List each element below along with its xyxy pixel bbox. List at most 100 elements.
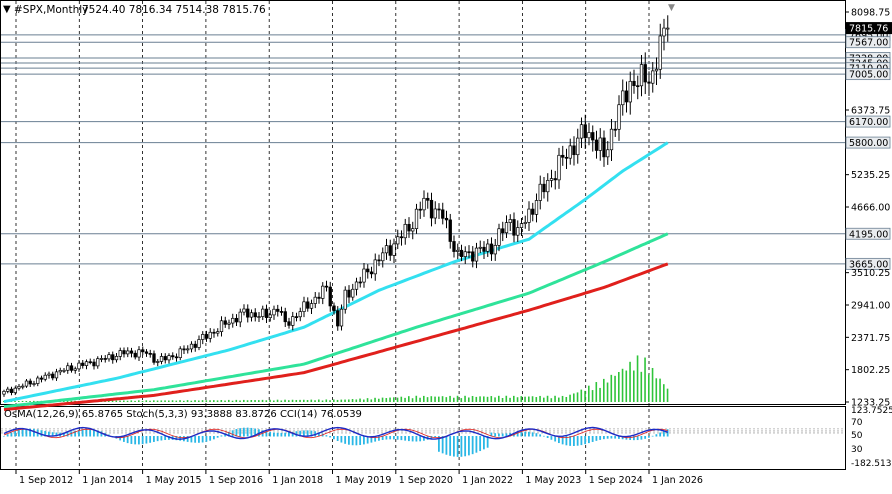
candle-body — [613, 128, 617, 131]
volume-bar — [329, 400, 331, 402]
volume-bar — [269, 399, 271, 402]
candle-body — [276, 308, 280, 312]
osma-bar — [164, 436, 167, 441]
osma-bar — [81, 429, 84, 437]
time-label: 1 Jan 2018 — [272, 475, 323, 486]
volume-bar — [366, 398, 369, 402]
osma-bar — [543, 435, 545, 437]
volume-bar — [291, 399, 294, 402]
candle-body — [497, 228, 501, 246]
candle-body — [182, 348, 186, 351]
candle-body — [152, 353, 156, 363]
volume-bar — [411, 398, 414, 402]
candle-body — [324, 285, 329, 288]
volume-bar — [610, 374, 613, 402]
volume-bar — [363, 399, 365, 402]
volume-bar — [3, 401, 5, 402]
candles — [2, 15, 670, 397]
volume-bar — [543, 397, 545, 402]
osma-bar — [119, 436, 122, 441]
current-price-label: 7815.76 — [849, 24, 888, 35]
osma-bar — [588, 436, 590, 444]
volume-bar — [599, 387, 601, 402]
candle-body — [538, 183, 542, 201]
ema-slow-line — [3, 262, 669, 412]
osma-bar — [610, 436, 613, 439]
osma-bar — [651, 435, 654, 437]
volume-bar — [614, 375, 616, 402]
volume-bar — [303, 399, 305, 402]
candle-body — [471, 251, 475, 262]
osma-bar — [126, 436, 129, 444]
candle-body — [392, 243, 396, 256]
osma-bar — [6, 434, 9, 437]
osma-bar — [464, 436, 467, 457]
osma-bar — [348, 436, 350, 445]
scroll-marker-icon[interactable]: ▼ — [668, 3, 675, 13]
candle-body — [321, 285, 325, 299]
level-label-box — [845, 36, 891, 49]
volume-bar — [460, 398, 463, 402]
osma-bar — [344, 436, 347, 444]
candle-body — [32, 383, 36, 385]
volume-bar — [175, 400, 178, 402]
osma-bar — [659, 432, 662, 437]
volume-bar — [183, 400, 185, 402]
osma-bar — [190, 436, 193, 443]
volume-bar — [205, 400, 208, 402]
volume-bar — [426, 397, 429, 402]
volume-bar — [633, 370, 635, 402]
candle-body — [467, 251, 471, 254]
volume-bar — [359, 398, 361, 402]
volume-bar — [663, 384, 665, 402]
candle-body — [81, 362, 85, 366]
volume-bar — [198, 400, 200, 402]
osma-bar — [599, 436, 602, 440]
volume-bar — [258, 400, 260, 402]
time-label: 1 Sep 2020 — [399, 475, 453, 486]
level-label: 6170.00 — [849, 117, 888, 128]
time-label: 1 Sep 2016 — [209, 475, 263, 486]
volume-bar — [306, 400, 309, 402]
osma-bar — [558, 436, 560, 444]
volume-bar — [138, 400, 140, 402]
time-label: 1 May 2015 — [146, 475, 202, 486]
time-label: 1 Jan 2022 — [462, 475, 513, 486]
candle-body — [306, 301, 310, 309]
volume-bar — [520, 396, 523, 402]
time-label: 1 May 2023 — [525, 475, 581, 486]
candle-body — [534, 200, 539, 215]
candle-body — [69, 365, 74, 371]
candle-body — [279, 311, 284, 313]
osma-bar — [494, 433, 497, 437]
volume-bar — [438, 396, 440, 402]
osma-bar — [21, 429, 24, 437]
volume-bar — [201, 400, 204, 402]
volume-bar — [190, 400, 193, 402]
volume-bar — [235, 399, 238, 402]
time-label: 1 Sep 2024 — [589, 475, 643, 486]
candle-body — [51, 373, 55, 379]
indicator-plot-area[interactable] — [0, 406, 846, 470]
volume-bar — [498, 395, 500, 402]
volume-bar — [224, 400, 226, 402]
volume-bar — [168, 400, 170, 402]
volume-bar — [171, 400, 174, 402]
osma-bar — [66, 431, 69, 437]
volume-bar — [531, 396, 534, 402]
candle-body — [377, 259, 381, 262]
volume-bar — [535, 397, 538, 402]
candle-body — [317, 296, 321, 299]
candle-body — [617, 104, 621, 130]
volume-bar — [456, 395, 459, 402]
osma-bar — [479, 436, 482, 452]
volume-bar — [419, 397, 421, 402]
candle-body — [493, 244, 497, 255]
candle-body — [546, 180, 550, 193]
candle-body — [291, 316, 295, 326]
volume-bar — [539, 395, 541, 402]
candle-body — [354, 281, 359, 290]
osma-bar — [591, 436, 594, 442]
main-plot-area[interactable] — [0, 0, 846, 405]
